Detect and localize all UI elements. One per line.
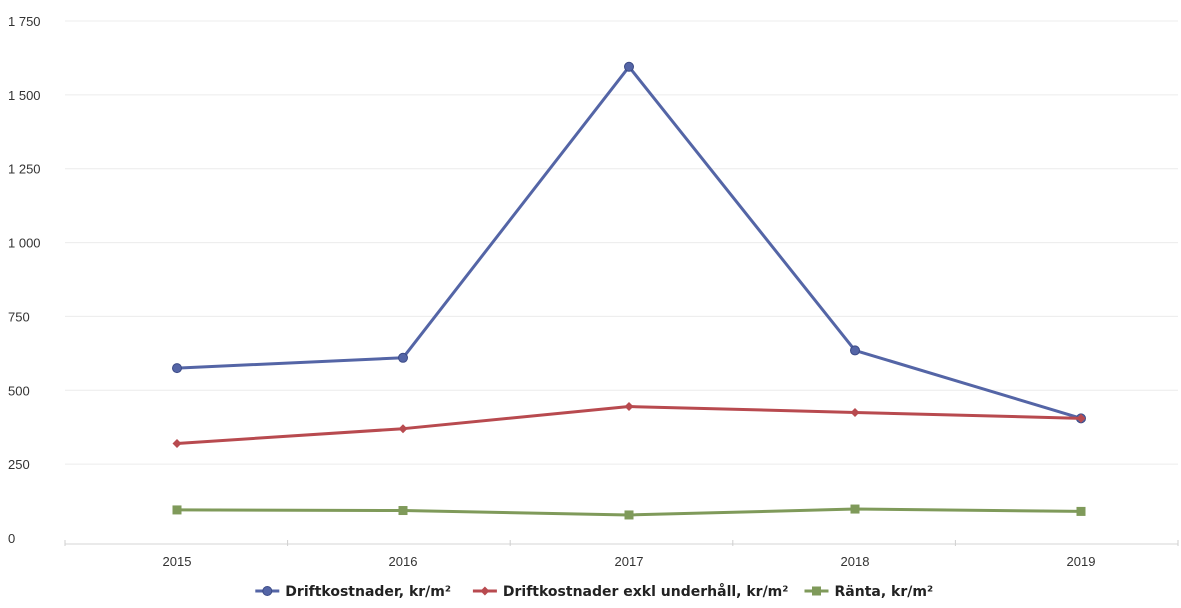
data-point (850, 407, 860, 417)
x-tick-label: 2018 (841, 554, 870, 569)
data-point (398, 506, 408, 516)
series-lines (172, 61, 1086, 520)
data-point (172, 438, 182, 448)
legend-marker (812, 586, 821, 596)
legend-marker (262, 586, 273, 596)
data-point (172, 505, 182, 515)
x-tick-label: 2019 (1067, 554, 1096, 569)
gridlines (65, 20, 1178, 465)
legend-label: Driftkostnader exkl underhåll, kr/m² (503, 583, 789, 600)
legend-marker (480, 586, 490, 596)
y-tick-label: 1 500 (8, 88, 41, 103)
data-point (624, 510, 634, 520)
y-tick-label: 1 000 (8, 236, 41, 251)
legend: Driftkostnader, kr/m² Driftkostnader exkl… (255, 583, 933, 600)
data-point (850, 504, 860, 514)
data-point (850, 345, 860, 356)
y-tick-label: 1 250 (8, 162, 41, 177)
data-point (398, 424, 408, 434)
x-tick-label: 2016 (389, 554, 418, 569)
data-point (624, 61, 634, 72)
data-point (624, 402, 634, 412)
y-tick-label: 250 (8, 457, 30, 472)
data-point (1076, 506, 1086, 516)
data-point (1076, 413, 1086, 423)
y-tick-label: 0 (8, 531, 15, 546)
legend-label: Driftkostnader, kr/m² (285, 584, 451, 600)
data-point (398, 352, 408, 363)
y-tick-label: 1 750 (8, 14, 41, 29)
y-axis: 0 250 500 750 1 000 1 250 1 500 1 750 (8, 14, 41, 546)
x-tick-label: 2015 (163, 554, 192, 569)
x-axis: 2015 2016 2017 2018 2019 (64, 540, 1179, 569)
x-tick-label: 2017 (615, 554, 644, 569)
y-tick-label: 750 (8, 309, 30, 324)
series-line-2 (176, 405, 1082, 445)
data-point (172, 363, 182, 374)
y-tick-label: 500 (8, 383, 30, 398)
legend-label: Ränta, kr/m² (835, 584, 934, 600)
